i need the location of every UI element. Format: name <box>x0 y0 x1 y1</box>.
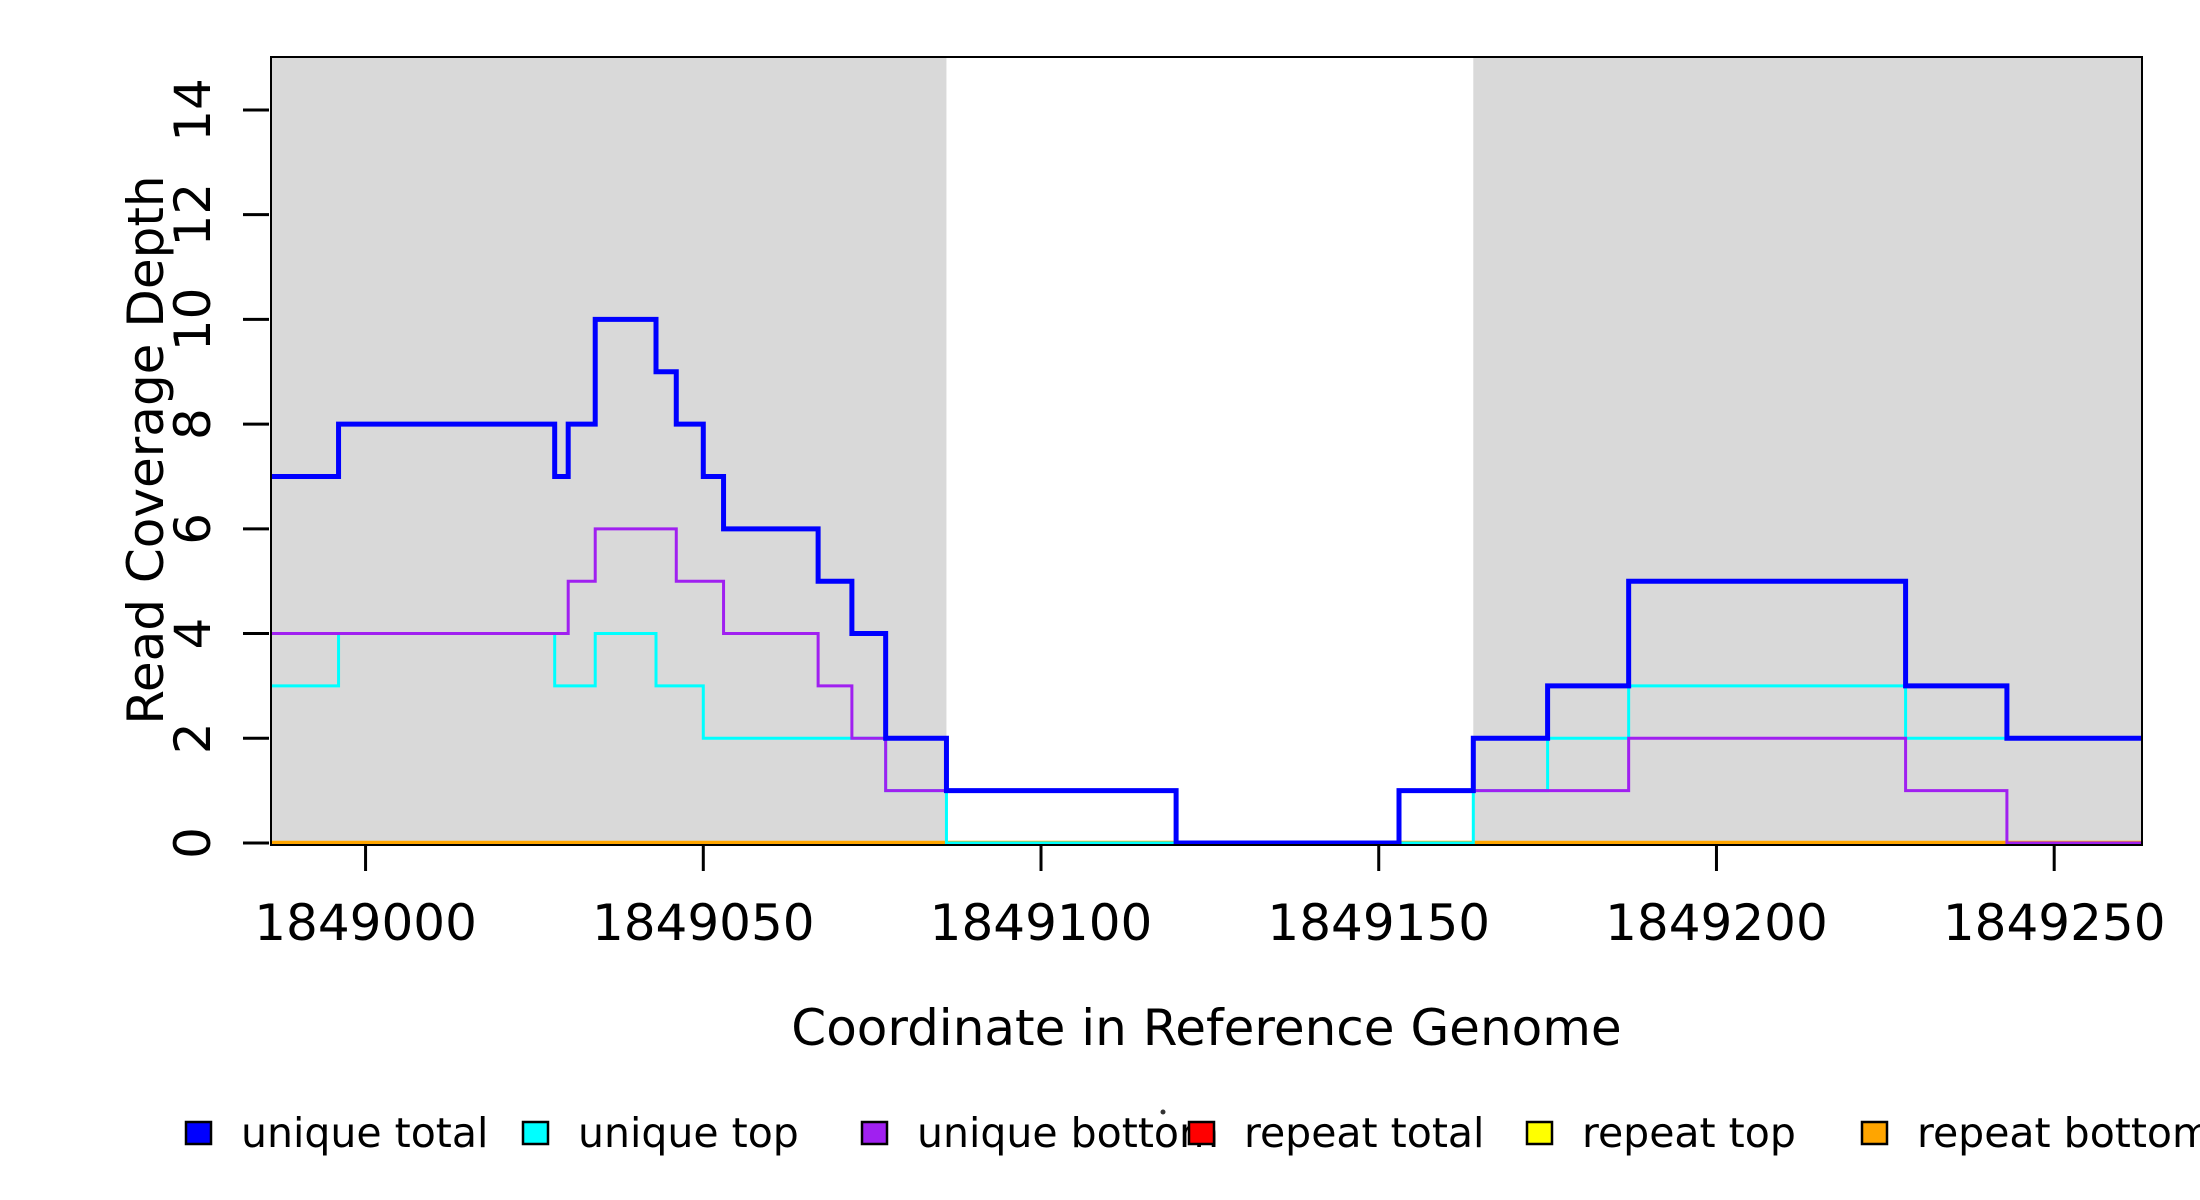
y-tick-label: 10 <box>164 288 222 352</box>
legend-swatch-repeat-total-icon <box>1187 1120 1216 1146</box>
legend-swatch-repeat-bottom-icon <box>1860 1120 1889 1146</box>
legend-label: unique top <box>578 1109 799 1157</box>
y-axis: 0 2 4 6 8 10 12 14 <box>164 78 269 859</box>
series-line-unique-bottom <box>271 527 2142 845</box>
y-axis-title: Read Coverage Depth <box>117 175 175 724</box>
legend-swatch-repeat-top-icon <box>1525 1120 1554 1146</box>
y-tick-label: 6 <box>164 513 222 545</box>
stray-dot <box>1160 1109 1166 1115</box>
legend-swatch-unique-bottom-icon <box>860 1120 889 1146</box>
y-tick-label: 12 <box>164 183 222 247</box>
x-tick-label: 1849050 <box>592 894 815 952</box>
y-tick-label: 2 <box>164 722 222 754</box>
x-tick-label: 1849250 <box>1943 894 2166 952</box>
y-tick-label: 8 <box>164 408 222 440</box>
legend-item-repeat-top: repeat top <box>1525 1109 1796 1157</box>
x-tick-label: 1849150 <box>1267 894 1490 952</box>
legend-label: repeat total <box>1244 1109 1484 1157</box>
x-tick-label: 1849000 <box>254 894 477 952</box>
series-lines-group <box>271 316 2142 846</box>
legend: unique total unique top unique bottom repea… <box>184 1109 2200 1157</box>
x-tick-label: 1849100 <box>930 894 1153 952</box>
y-tick-label: 14 <box>164 78 222 142</box>
shaded-band-unique-region-right <box>1473 58 2142 844</box>
legend-item-unique-bottom: unique bottom <box>860 1109 1219 1157</box>
x-axis-title: Coordinate in Reference Genome <box>791 999 1621 1057</box>
x-axis: 1849000 1849050 1849100 1849150 1849200 18492… <box>254 845 2166 952</box>
legend-label: repeat bottom <box>1917 1109 2200 1157</box>
x-tick-label: 1849200 <box>1605 894 1828 952</box>
legend-item-unique-total: unique total <box>184 1109 488 1157</box>
legend-label: repeat top <box>1582 1109 1796 1157</box>
legend-swatch-unique-top-icon <box>521 1120 550 1146</box>
legend-item-repeat-total: repeat total <box>1187 1109 1484 1157</box>
plot-frame <box>270 56 2143 846</box>
legend-label: unique bottom <box>917 1109 1219 1157</box>
y-tick-label: 4 <box>164 618 222 650</box>
shaded-band-unique-region-left <box>271 58 947 844</box>
series-line-unique-total <box>271 316 2142 846</box>
legend-item-repeat-bottom: repeat bottom <box>1860 1109 2200 1157</box>
legend-item-unique-top: unique top <box>521 1109 799 1157</box>
legend-swatch-unique-total-icon <box>184 1120 213 1146</box>
y-tick-label: 0 <box>164 827 222 859</box>
legend-label: unique total <box>241 1109 488 1157</box>
